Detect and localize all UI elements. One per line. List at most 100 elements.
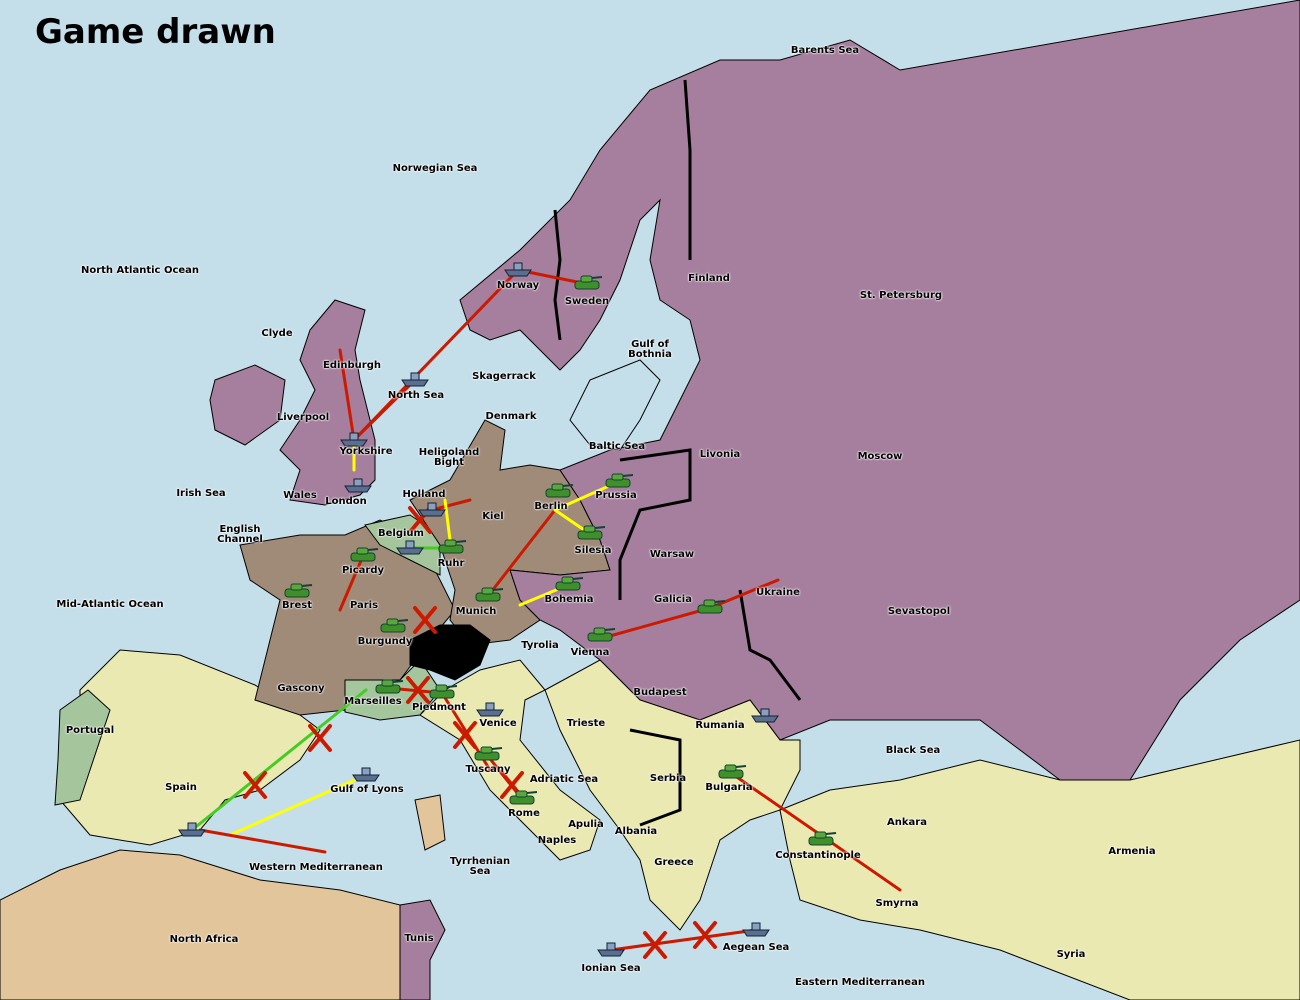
territory-label[interactable]: Tyrrhenian Sea: [449, 856, 511, 877]
territory-label[interactable]: Constantinople: [775, 850, 861, 861]
territory-label[interactable]: English Channel: [217, 524, 263, 545]
territory-label[interactable]: Ukraine: [756, 587, 800, 598]
territory-label[interactable]: Venice: [479, 718, 517, 729]
territory-label[interactable]: Clyde: [261, 328, 293, 339]
territory-label[interactable]: Picardy: [341, 565, 385, 576]
territory-label[interactable]: Rumania: [695, 720, 745, 731]
territory-label[interactable]: Ruhr: [437, 558, 465, 569]
territory-label[interactable]: Galicia: [654, 594, 692, 605]
territory-label[interactable]: Trieste: [566, 718, 606, 729]
territory-label[interactable]: Ankara: [887, 817, 927, 828]
territory-label[interactable]: Tunis: [404, 933, 434, 944]
territory-label[interactable]: Sevastopol: [887, 606, 951, 617]
fleet-ship-icon[interactable]: [340, 432, 368, 447]
fleet-ship-icon[interactable]: [344, 478, 372, 493]
fleet-ship-icon[interactable]: [396, 540, 424, 555]
territory-label[interactable]: Smyrna: [875, 898, 919, 909]
territory-label[interactable]: Piedmont: [412, 702, 466, 713]
territory-label[interactable]: Belgium: [378, 528, 424, 539]
army-tank-icon[interactable]: [574, 275, 603, 290]
territory-label[interactable]: Berlin: [534, 501, 568, 512]
territory-label[interactable]: Mid-Atlantic Ocean: [56, 599, 164, 610]
army-tank-icon[interactable]: [380, 618, 409, 633]
fleet-ship-icon[interactable]: [178, 822, 206, 837]
fleet-ship-icon[interactable]: [742, 922, 770, 937]
territory-label[interactable]: Sweden: [564, 296, 610, 307]
territory-label[interactable]: Adriatic Sea: [529, 774, 599, 785]
territory-label[interactable]: Bulgaria: [705, 782, 753, 793]
territory-label[interactable]: Black Sea: [885, 745, 941, 756]
army-tank-icon[interactable]: [605, 473, 634, 488]
territory-label[interactable]: St. Petersburg: [859, 290, 943, 301]
territory-label[interactable]: Munich: [455, 606, 497, 617]
territory-label[interactable]: Spain: [165, 782, 197, 793]
territory-label[interactable]: Tuscany: [465, 764, 511, 775]
army-tank-icon[interactable]: [587, 627, 616, 642]
territory-label[interactable]: Irish Sea: [176, 488, 226, 499]
territory-label[interactable]: North Atlantic Ocean: [80, 265, 200, 276]
territory-label[interactable]: North Sea: [387, 390, 445, 401]
territory-label[interactable]: Vienna: [570, 647, 610, 658]
territory-label[interactable]: Livonia: [699, 449, 741, 460]
territory-label[interactable]: Yorkshire: [339, 446, 393, 457]
territory-label[interactable]: Ionian Sea: [581, 963, 641, 974]
army-tank-icon[interactable]: [429, 684, 458, 699]
army-tank-icon[interactable]: [545, 483, 574, 498]
army-tank-icon[interactable]: [438, 539, 467, 554]
army-tank-icon[interactable]: [718, 764, 747, 779]
territory-label[interactable]: Warsaw: [649, 549, 695, 560]
fleet-ship-icon[interactable]: [504, 262, 532, 277]
fleet-ship-icon[interactable]: [751, 708, 779, 723]
territory-label[interactable]: Prussia: [595, 490, 637, 501]
territory-label[interactable]: Holland: [402, 489, 446, 500]
territory-label[interactable]: Aegean Sea: [722, 942, 790, 953]
army-tank-icon[interactable]: [555, 576, 584, 591]
fleet-ship-icon[interactable]: [401, 372, 429, 387]
army-tank-icon[interactable]: [350, 547, 379, 562]
territory-label[interactable]: Gascony: [277, 683, 325, 694]
territory-label[interactable]: Brest: [281, 600, 313, 611]
territory-label[interactable]: Heligoland Bight: [418, 447, 480, 468]
territory-label[interactable]: Gulf of Lyons: [330, 784, 404, 795]
territory-label[interactable]: Finland: [688, 273, 730, 284]
territory-label[interactable]: Armenia: [1108, 846, 1156, 857]
territory-label[interactable]: Silesia: [574, 545, 612, 556]
army-tank-icon[interactable]: [375, 679, 404, 694]
territory-label[interactable]: Norwegian Sea: [392, 163, 478, 174]
fleet-ship-icon[interactable]: [418, 502, 446, 517]
territory-label[interactable]: Baltic Sea: [588, 441, 646, 452]
fleet-ship-icon[interactable]: [352, 767, 380, 782]
territory-label[interactable]: Norway: [496, 280, 540, 291]
territory-label[interactable]: Skagerrack: [472, 371, 536, 382]
territory-label[interactable]: London: [325, 496, 367, 507]
territory-label[interactable]: Naples: [537, 835, 577, 846]
territory-label[interactable]: Liverpool: [276, 412, 330, 423]
territory-label[interactable]: Barents Sea: [790, 45, 860, 56]
territory-label[interactable]: Wales: [283, 490, 317, 501]
territory-label[interactable]: Burgundy: [357, 636, 413, 647]
army-tank-icon[interactable]: [808, 831, 837, 846]
territory-label[interactable]: Syria: [1056, 949, 1086, 960]
territory-label[interactable]: Western Mediterranean: [249, 862, 383, 873]
territory-label[interactable]: Apulia: [568, 819, 604, 830]
territory-label[interactable]: Greece: [654, 857, 694, 868]
army-tank-icon[interactable]: [509, 790, 538, 805]
territory-label[interactable]: Serbia: [649, 773, 687, 784]
territory-label[interactable]: Bohemia: [544, 594, 594, 605]
territory-label[interactable]: Eastern Mediterranean: [795, 977, 925, 988]
army-tank-icon[interactable]: [577, 525, 606, 540]
territory-label[interactable]: Budapest: [633, 687, 687, 698]
territory-label[interactable]: Edinburgh: [322, 360, 382, 371]
fleet-ship-icon[interactable]: [597, 942, 625, 957]
territory-label[interactable]: Marseilles: [344, 696, 402, 707]
territory-label[interactable]: Denmark: [485, 411, 537, 422]
army-tank-icon[interactable]: [284, 583, 313, 598]
territory-label[interactable]: Paris: [349, 600, 379, 611]
army-tank-icon[interactable]: [697, 599, 726, 614]
territory-label[interactable]: Tyrolia: [521, 640, 559, 651]
territory-label[interactable]: Moscow: [857, 451, 903, 462]
territory-label[interactable]: Portugal: [65, 725, 115, 736]
territory-label[interactable]: Kiel: [482, 511, 504, 522]
territory-label[interactable]: Gulf of Bothnia: [628, 339, 672, 360]
